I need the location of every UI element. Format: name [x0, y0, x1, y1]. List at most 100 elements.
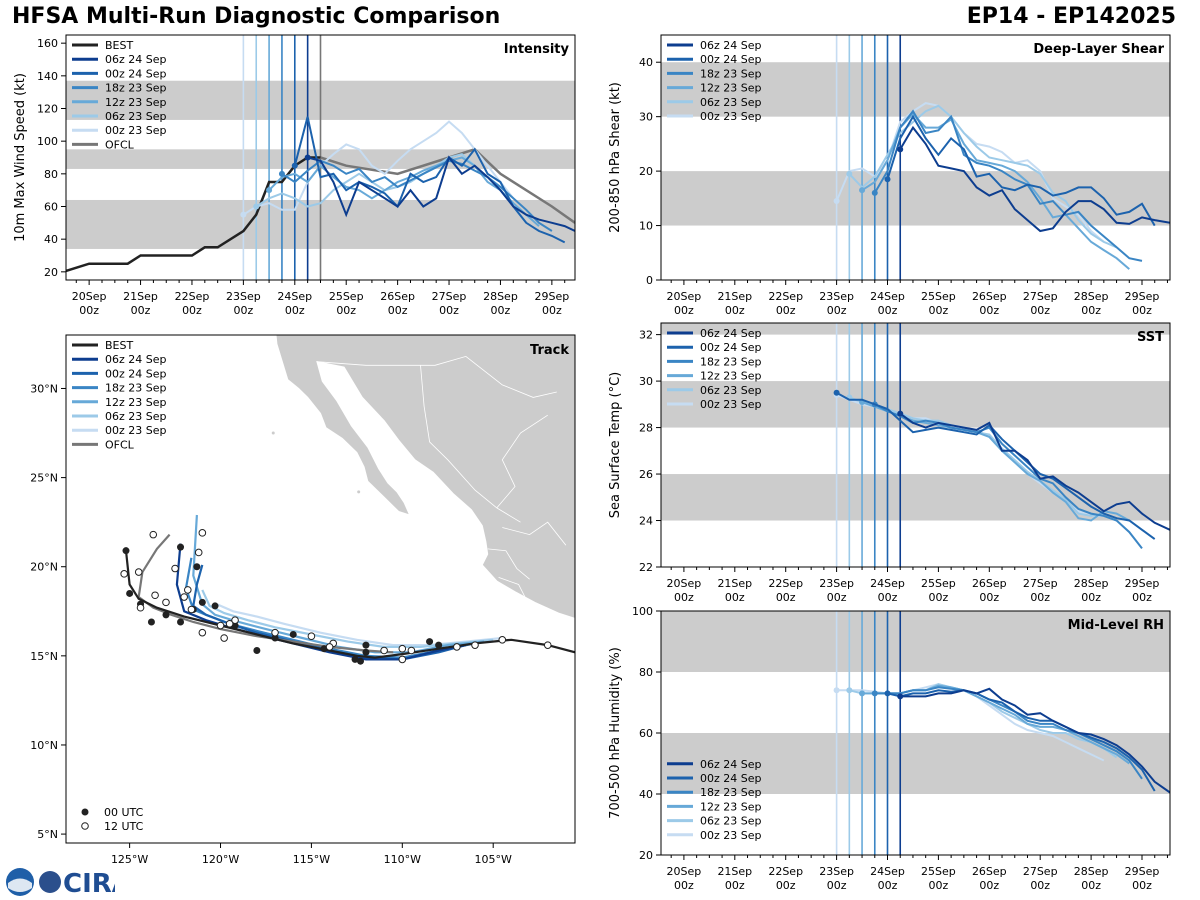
lat-tick-label: 15°N: [30, 650, 58, 663]
series-line-12z-23-Sep: [268, 156, 540, 227]
x-tick-day-label: 23Sep: [819, 577, 854, 590]
lat-tick-label: 10°N: [30, 739, 58, 752]
track-point-00utc: [211, 602, 219, 610]
globe-icon: [39, 871, 61, 893]
track-point-12utc: [180, 593, 188, 601]
x-tick-hour-label: 00z: [827, 304, 847, 317]
track-point-00utc: [198, 598, 206, 606]
legend-label: BEST: [105, 339, 133, 352]
legend-marker-open: [81, 822, 89, 830]
track-point-12utc: [151, 591, 159, 600]
x-tick-hour-label: 00z: [979, 304, 999, 317]
series-line-06z-23-Sep: [848, 396, 1117, 520]
legend-label: 00z 24 Sep: [700, 341, 762, 354]
x-tick-hour-label: 00z: [233, 304, 253, 317]
threshold-band: [661, 611, 1170, 672]
series-start-marker: [897, 410, 904, 417]
series-start-marker: [859, 690, 866, 697]
y-tick-label: 26: [639, 468, 653, 481]
lat-tick-label: 25°N: [30, 472, 58, 485]
threshold-band: [661, 171, 1170, 226]
x-tick-hour-label: 00z: [79, 304, 99, 317]
x-tick-hour-label: 00z: [776, 304, 796, 317]
series-start-marker: [897, 693, 904, 700]
y-tick-label: 140: [37, 70, 58, 83]
x-tick-day-label: 24Sep: [870, 290, 905, 303]
legend-label-00utc: 00 UTC: [104, 806, 144, 819]
intensity-plot-area: [66, 35, 575, 280]
series-line-06z-24-Sep: [899, 125, 1170, 233]
x-tick-hour-label: 00z: [725, 304, 745, 317]
x-tick-day-label: 27Sep: [432, 290, 467, 303]
y-tick-label: 40: [44, 233, 58, 246]
legend-label: 06z 24 Sep: [105, 353, 167, 366]
series-line-00z-24-Sep: [836, 391, 1156, 540]
x-tick-hour-label: 00z: [491, 304, 511, 317]
legend-label: 06z 23 Sep: [700, 815, 762, 828]
y-tick-label: 32: [639, 329, 653, 342]
y-tick-label: 20: [639, 165, 653, 178]
x-tick-day-label: 20Sep: [667, 577, 702, 590]
panel-title: Deep-Layer Shear: [1033, 42, 1164, 57]
x-tick-hour-label: 00z: [182, 304, 202, 317]
legend-label: OFCL: [105, 138, 135, 151]
x-tick-hour-label: 00z: [674, 304, 694, 317]
y-tick-label: 40: [639, 788, 653, 801]
series-start-marker: [278, 170, 285, 177]
track-point-12utc: [453, 643, 461, 651]
track-point-12utc: [120, 570, 128, 578]
x-tick-day-label: 22Sep: [768, 865, 803, 878]
legend-label: 18z 23 Sep: [105, 382, 167, 395]
x-tick-day-label: 23Sep: [819, 290, 854, 303]
x-tick-day-label: 28Sep: [1074, 577, 1109, 590]
x-tick-day-label: 25Sep: [921, 577, 956, 590]
island: [357, 490, 361, 494]
state-border: [496, 414, 548, 509]
track-point-00utc: [289, 630, 297, 638]
lon-tick-label: 115°W: [293, 853, 330, 866]
storm-id: EP14 - EP142025: [966, 4, 1176, 29]
x-tick-day-label: 26Sep: [972, 290, 1007, 303]
series-line-06z-24-Sep: [899, 412, 1170, 531]
y-axis-label: 700-500 hPa Humidity (%): [608, 647, 623, 819]
x-tick-day-label: 25Sep: [921, 290, 956, 303]
lon-tick-label: 120°W: [202, 853, 239, 866]
x-tick-day-label: 26Sep: [972, 577, 1007, 590]
track-point-00utc: [147, 618, 155, 626]
track-point-12utc: [307, 632, 316, 641]
x-tick-day-label: 21Sep: [123, 290, 158, 303]
y-tick-label: 60: [44, 201, 58, 214]
x-tick-hour-label: 00z: [878, 879, 898, 892]
track-point-00utc: [362, 648, 370, 656]
legend-label: 12z 23 Sep: [105, 396, 167, 409]
track-point-12utc: [380, 646, 388, 655]
x-tick-day-label: 24Sep: [277, 290, 312, 303]
track-point-12utc: [187, 605, 196, 614]
x-tick-hour-label: 00z: [388, 304, 408, 317]
series-start-marker: [833, 687, 840, 694]
x-tick-hour-label: 00z: [979, 591, 999, 604]
rh-chart: 2040608010020Sep00z21Sep00z22Sep00z23Sep…: [608, 605, 1171, 892]
panel-title: SST: [1137, 330, 1164, 345]
x-tick-day-label: 25Sep: [329, 290, 364, 303]
y-tick-label: 22: [639, 561, 653, 574]
track-line-00z-23-Sep: [216, 603, 503, 647]
track-point-12utc: [398, 655, 407, 664]
y-tick-label: 28: [639, 422, 653, 435]
x-tick-day-label: 21Sep: [717, 577, 752, 590]
x-tick-day-label: 29Sep: [1125, 865, 1160, 878]
lon-tick-label: 125°W: [111, 853, 148, 866]
series-start-marker: [833, 389, 840, 396]
x-tick-hour-label: 00z: [929, 591, 949, 604]
x-tick-hour-label: 00z: [1081, 591, 1101, 604]
legend-label: 00z 24 Sep: [700, 53, 762, 66]
series-line-18z-23-Sep: [874, 403, 1143, 550]
x-tick-hour-label: 00z: [878, 591, 898, 604]
y-tick-label: 60: [639, 727, 653, 740]
track-point-00utc: [177, 618, 185, 626]
legend-label: 06z 24 Sep: [700, 327, 762, 340]
x-tick-hour-label: 00z: [725, 879, 745, 892]
track-point-12utc: [134, 568, 143, 576]
series-start-marker: [871, 690, 878, 697]
x-tick-hour-label: 00z: [776, 879, 796, 892]
